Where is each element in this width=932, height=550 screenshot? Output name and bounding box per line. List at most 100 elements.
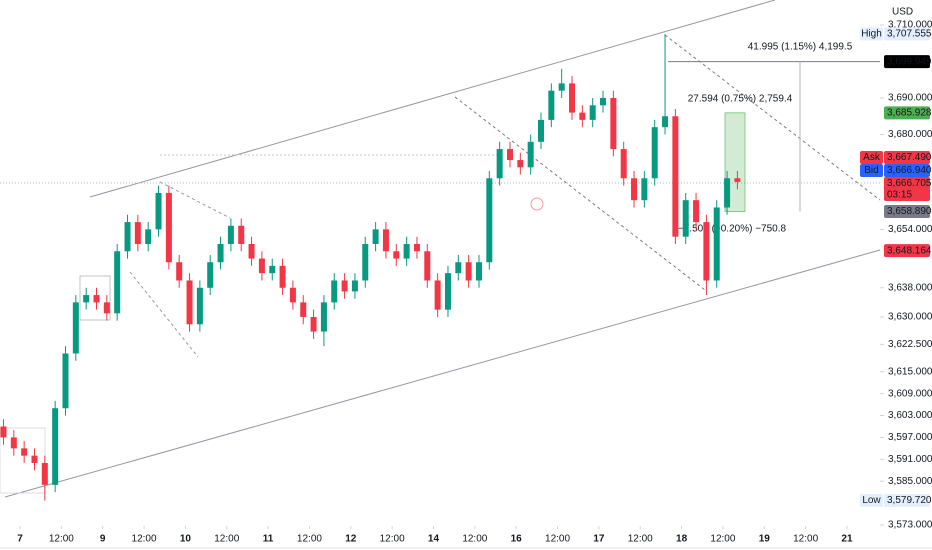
candle-body	[517, 160, 524, 168]
x-tick-label: 12:00	[49, 534, 74, 545]
candle-body	[31, 455, 38, 463]
price-tag: High	[861, 29, 882, 40]
price-label: 3,707.555	[887, 29, 932, 40]
candle-body	[41, 462, 48, 485]
candle-body	[238, 225, 245, 244]
candle-body	[693, 200, 700, 223]
price-label-box	[884, 205, 930, 219]
dashed-line	[454, 96, 706, 291]
candle-body	[83, 295, 90, 303]
candle-body	[124, 222, 131, 252]
candle-body	[165, 192, 172, 263]
candle-body	[486, 178, 493, 263]
candle-body	[455, 262, 462, 274]
price-label-box	[884, 27, 930, 41]
candle-body	[279, 265, 286, 288]
candle-body	[62, 353, 69, 409]
candle-body	[393, 251, 400, 259]
countdown: 03:15	[887, 190, 912, 201]
candle-body	[713, 207, 720, 281]
candle-body	[93, 295, 100, 303]
candle-body	[320, 302, 327, 332]
x-tick-label: 11	[263, 534, 274, 545]
price-label: 3,666.940	[887, 165, 932, 176]
x-tick-label: 12:00	[462, 534, 487, 545]
y-tick-label: 3,638.000	[888, 282, 932, 293]
price-label-box	[884, 106, 930, 120]
candle-body	[569, 83, 576, 113]
candle-body	[341, 280, 348, 292]
candle-body	[207, 262, 214, 288]
x-tick-label: 17	[593, 534, 605, 545]
price-label-box	[884, 493, 930, 507]
candle-body	[52, 408, 59, 485]
y-tick-label: 3,603.000	[888, 410, 932, 421]
price-tag: Low	[862, 495, 881, 506]
dashed-line	[129, 271, 199, 358]
x-tick-label: 12:00	[297, 534, 322, 545]
price-tag-box	[860, 493, 883, 507]
candle-body	[186, 280, 193, 325]
candle-body	[72, 302, 79, 354]
candle-body	[589, 105, 596, 120]
candle-body	[434, 280, 441, 310]
y-tick-label: 3,622.500	[888, 339, 932, 350]
price-label-box	[884, 244, 930, 258]
x-tick-label: 12:00	[380, 534, 405, 545]
price-tag: Ask	[863, 152, 881, 163]
candle-body	[620, 149, 627, 179]
y-tick-label: 3,585.000	[888, 476, 932, 487]
candle-body	[258, 258, 265, 274]
candle-body	[641, 178, 648, 201]
candle-body	[548, 90, 555, 120]
price-label: 3,666.705	[887, 178, 932, 189]
candle-body	[424, 251, 431, 281]
candle-body	[724, 178, 731, 208]
candle-body	[114, 251, 121, 314]
candle-body	[527, 141, 534, 168]
y-tick-label: 3,597.000	[888, 432, 932, 443]
candle-body	[734, 178, 741, 182]
x-tick-label: 12:00	[214, 534, 239, 545]
price-label: 3,685.928	[887, 107, 932, 118]
x-tick-label: 12:00	[710, 534, 735, 545]
candle-body	[145, 229, 152, 244]
price-label-box	[884, 164, 930, 178]
drawings	[0, 0, 881, 498]
candle-body	[176, 262, 183, 281]
candle-body	[155, 192, 162, 230]
candle-body	[300, 302, 307, 317]
y-tick-label: 3,591.000	[888, 454, 932, 465]
candle-body	[672, 116, 679, 237]
x-tick-label: 14	[428, 534, 440, 545]
candle-body	[0, 426, 7, 438]
candle-body	[558, 83, 565, 91]
candle-body	[10, 437, 17, 449]
candle-body	[703, 222, 710, 281]
y-tick-label: 3,654.000	[888, 224, 932, 235]
candle-body	[227, 225, 234, 244]
measure-annotation: −7.508 (−0.20%) −750.8	[678, 224, 787, 235]
price-label: 3,579.720	[887, 495, 932, 506]
candle-body	[382, 229, 389, 252]
x-tick-label: 12:00	[628, 534, 653, 545]
y-tick-label: 3,680.000	[888, 129, 932, 140]
x-tick-label: 21	[841, 534, 853, 545]
x-tick-label: 7	[17, 534, 23, 545]
x-tick-label: 12:00	[545, 534, 570, 545]
y-tick-label: 3,573.000	[888, 520, 932, 531]
candle-body	[403, 243, 410, 259]
candle-body	[465, 262, 472, 281]
candle-body	[21, 448, 28, 456]
price-label-box	[884, 151, 930, 165]
candle-body	[600, 97, 607, 106]
price-tag-box	[860, 164, 883, 178]
candle-body	[610, 97, 617, 150]
x-tick-label: 10	[180, 534, 192, 545]
price-tag-box	[860, 27, 883, 41]
price-tag-box	[860, 151, 883, 165]
x-tick-label: 19	[759, 534, 771, 545]
candle-body	[103, 302, 110, 314]
price-label-box	[884, 55, 930, 69]
